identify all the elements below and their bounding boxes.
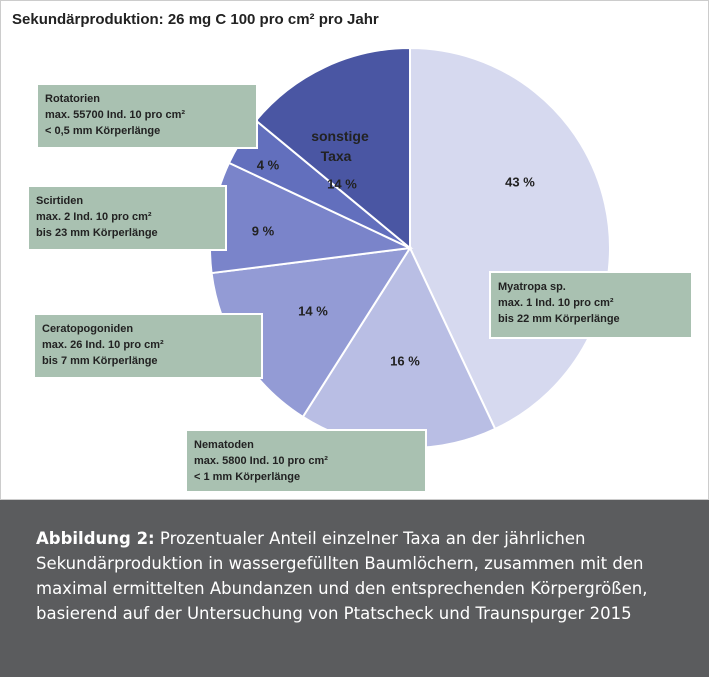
label-box [185, 429, 427, 493]
label-box [36, 83, 258, 149]
label-box [489, 271, 693, 339]
value-label: 4 % [257, 157, 280, 172]
caption-label: Abbildung 2: [36, 529, 155, 548]
caption: Abbildung 2: Prozentualer Anteil einzeln… [0, 500, 709, 677]
category-label: Scirtiden [36, 195, 83, 207]
category-label: Ceratopogoniden [42, 323, 133, 335]
caption-text: Prozentualer Anteil einzelner Taxa an de… [36, 529, 648, 623]
chart-title: Sekundärproduktion: 26 mg C 100 pro cm² … [12, 11, 379, 28]
value-label: 14 % [327, 176, 357, 191]
value-label: 16 % [390, 353, 420, 368]
label-box [27, 185, 227, 251]
detail-label: max. 2 Ind. 10 pro cm² [36, 211, 152, 223]
detail-label: < 1 mm Körperlänge [194, 471, 300, 483]
category-label: sonstige Taxa [311, 128, 369, 164]
category-label: Myatropa sp. [498, 281, 566, 293]
detail-label: max. 26 Ind. 10 pro cm² [42, 339, 164, 351]
chart: Sekundärproduktion: 26 mg C 100 pro cm² … [0, 0, 709, 500]
detail-label: < 0,5 mm Körperlänge [45, 125, 160, 137]
label-box [33, 313, 263, 379]
pie-slice [254, 46, 411, 251]
category-label: Rotatorien [45, 93, 100, 105]
category-label: Nematoden [194, 439, 254, 451]
detail-label: max. 55700 Ind. 10 pro cm² [45, 109, 185, 121]
detail-label: max. 5800 Ind. 10 pro cm² [194, 455, 328, 467]
detail-label: max. 1 Ind. 10 pro cm² [498, 297, 614, 309]
detail-label: bis 7 mm Körperlänge [42, 355, 158, 367]
detail-label: bis 23 mm Körperlänge [36, 227, 158, 239]
value-label: 43 % [505, 174, 535, 189]
detail-label: bis 22 mm Körperlänge [498, 313, 620, 325]
value-label: 14 % [298, 303, 328, 318]
value-label: 9 % [252, 223, 275, 238]
